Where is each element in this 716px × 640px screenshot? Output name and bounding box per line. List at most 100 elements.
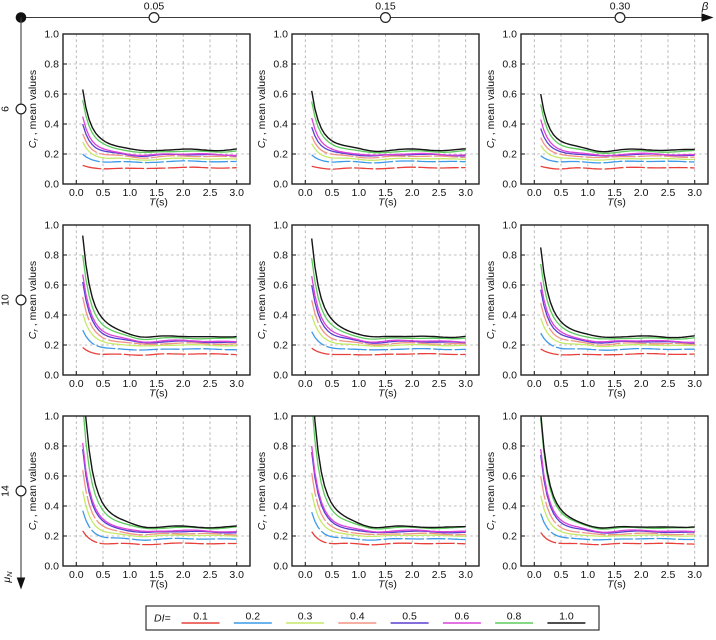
svg-text:0.4: 0.4	[273, 501, 288, 513]
svg-text:Cr , mean values: Cr , mean values	[256, 452, 269, 530]
svg-text:0.5: 0.5	[554, 187, 569, 199]
svg-text:0.8: 0.8	[44, 250, 59, 262]
svg-text:0.5: 0.5	[96, 378, 111, 390]
svg-text:0.2: 0.2	[273, 149, 288, 161]
svg-text:2.0: 2.0	[405, 569, 420, 581]
svg-text:1.5: 1.5	[149, 569, 164, 581]
svg-text:0.3: 0.3	[298, 611, 313, 623]
svg-text:3.0: 3.0	[229, 569, 244, 581]
svg-text:0.8: 0.8	[507, 611, 522, 623]
svg-text:0.4: 0.4	[350, 611, 365, 623]
svg-text:0.30: 0.30	[610, 1, 631, 13]
svg-text:0.6: 0.6	[502, 280, 517, 292]
svg-text:0.0: 0.0	[273, 561, 288, 573]
svg-text:T(s): T(s)	[607, 579, 626, 591]
svg-text:0.5: 0.5	[96, 569, 111, 581]
svg-text:3.0: 3.0	[458, 569, 473, 581]
svg-text:2.5: 2.5	[661, 187, 676, 199]
svg-text:2.5: 2.5	[661, 569, 676, 581]
svg-text:0.4: 0.4	[502, 310, 517, 322]
svg-text:Cr , mean values: Cr , mean values	[485, 261, 498, 339]
svg-text:1.0: 1.0	[580, 187, 595, 199]
svg-text:Cr , mean values: Cr , mean values	[485, 452, 498, 530]
svg-text:1.5: 1.5	[607, 187, 622, 199]
svg-text:0.0: 0.0	[44, 561, 59, 573]
svg-text:0.8: 0.8	[502, 250, 517, 262]
svg-text:1.0: 1.0	[502, 29, 517, 41]
svg-text:0.4: 0.4	[44, 501, 59, 513]
svg-text:0.5: 0.5	[402, 611, 417, 623]
svg-text:0.4: 0.4	[273, 119, 288, 131]
svg-text:2.0: 2.0	[405, 378, 420, 390]
svg-text:T(s): T(s)	[378, 197, 397, 209]
svg-text:1.0: 1.0	[44, 220, 59, 232]
svg-text:1.5: 1.5	[378, 378, 393, 390]
svg-text:Cr , mean values: Cr , mean values	[256, 261, 269, 339]
svg-text:0.05: 0.05	[144, 1, 165, 13]
svg-text:0.2: 0.2	[44, 340, 59, 352]
svg-text:2.0: 2.0	[405, 187, 420, 199]
svg-text:μN: μN	[1, 571, 14, 584]
svg-text:1.0: 1.0	[273, 220, 288, 232]
svg-text:0.0: 0.0	[527, 378, 542, 390]
svg-text:Cr , mean values: Cr , mean values	[27, 452, 40, 530]
svg-text:T(s): T(s)	[378, 388, 397, 400]
svg-text:Cr , mean values: Cr , mean values	[485, 70, 498, 148]
svg-text:0.5: 0.5	[554, 378, 569, 390]
svg-text:3.0: 3.0	[687, 187, 702, 199]
svg-text:0.0: 0.0	[298, 569, 313, 581]
svg-text:1.0: 1.0	[559, 611, 574, 623]
svg-text:0.4: 0.4	[502, 501, 517, 513]
svg-text:0.4: 0.4	[44, 119, 59, 131]
svg-text:1.0: 1.0	[122, 569, 137, 581]
svg-text:2.5: 2.5	[203, 569, 218, 581]
svg-text:0.6: 0.6	[273, 280, 288, 292]
svg-text:0.5: 0.5	[554, 569, 569, 581]
svg-text:0.0: 0.0	[298, 187, 313, 199]
svg-text:0.0: 0.0	[527, 187, 542, 199]
svg-text:1.0: 1.0	[122, 378, 137, 390]
svg-text:1.5: 1.5	[378, 569, 393, 581]
svg-text:0.0: 0.0	[502, 561, 517, 573]
svg-text:0.6: 0.6	[502, 471, 517, 483]
svg-text:0.0: 0.0	[273, 370, 288, 382]
svg-text:0.15: 0.15	[375, 1, 396, 13]
svg-text:β: β	[701, 1, 709, 13]
svg-text:T(s): T(s)	[607, 388, 626, 400]
svg-text:1.0: 1.0	[351, 378, 366, 390]
svg-text:1.0: 1.0	[580, 569, 595, 581]
svg-text:T(s): T(s)	[149, 579, 168, 591]
svg-text:1.0: 1.0	[273, 29, 288, 41]
svg-text:0.2: 0.2	[44, 149, 59, 161]
svg-text:2.0: 2.0	[634, 187, 649, 199]
svg-text:Cr , mean values: Cr , mean values	[27, 261, 40, 339]
svg-text:0.0: 0.0	[502, 179, 517, 191]
svg-text:6: 6	[0, 106, 12, 112]
svg-text:2.5: 2.5	[432, 378, 447, 390]
svg-text:0.5: 0.5	[96, 187, 111, 199]
svg-text:2.0: 2.0	[176, 378, 191, 390]
svg-text:0.2: 0.2	[273, 340, 288, 352]
svg-text:14: 14	[0, 485, 12, 497]
svg-text:0.4: 0.4	[502, 119, 517, 131]
svg-text:0.0: 0.0	[527, 569, 542, 581]
svg-text:2.0: 2.0	[634, 378, 649, 390]
svg-text:3.0: 3.0	[687, 378, 702, 390]
svg-text:2.5: 2.5	[203, 378, 218, 390]
svg-text:2.0: 2.0	[176, 569, 191, 581]
svg-text:1.0: 1.0	[502, 411, 517, 423]
svg-text:0.8: 0.8	[502, 59, 517, 71]
svg-text:0.6: 0.6	[44, 471, 59, 483]
svg-text:2.0: 2.0	[634, 569, 649, 581]
svg-text:0.8: 0.8	[44, 59, 59, 71]
svg-text:3.0: 3.0	[687, 569, 702, 581]
svg-text:0.2: 0.2	[502, 531, 517, 543]
svg-text:0.8: 0.8	[273, 441, 288, 453]
svg-text:0.5: 0.5	[325, 187, 340, 199]
svg-text:0.6: 0.6	[273, 89, 288, 101]
svg-text:3.0: 3.0	[229, 187, 244, 199]
svg-text:0.0: 0.0	[273, 179, 288, 191]
svg-text:0.8: 0.8	[502, 441, 517, 453]
svg-text:0.6: 0.6	[502, 89, 517, 101]
svg-text:DI=: DI=	[154, 613, 171, 625]
